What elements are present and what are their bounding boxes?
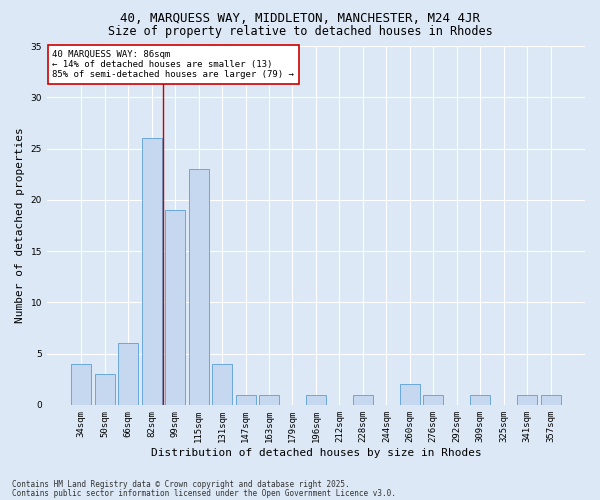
Text: Size of property relative to detached houses in Rhodes: Size of property relative to detached ho… (107, 25, 493, 38)
Bar (142, 138, 162, 405)
Y-axis label: Number of detached properties: Number of detached properties (15, 128, 25, 324)
Text: 40 MARQUESS WAY: 86sqm
← 14% of detached houses are smaller (13)
85% of semi-det: 40 MARQUESS WAY: 86sqm ← 14% of detached… (52, 50, 294, 80)
Bar (236, 394, 256, 405)
Bar (541, 394, 560, 405)
X-axis label: Distribution of detached houses by size in Rhodes: Distribution of detached houses by size … (151, 448, 481, 458)
Bar (118, 344, 138, 405)
Bar (517, 394, 537, 405)
Bar (95, 374, 115, 405)
Bar (353, 394, 373, 405)
Text: Contains HM Land Registry data © Crown copyright and database right 2025.: Contains HM Land Registry data © Crown c… (12, 480, 350, 489)
Bar (188, 169, 209, 405)
Text: 40, MARQUESS WAY, MIDDLETON, MANCHESTER, M24 4JR: 40, MARQUESS WAY, MIDDLETON, MANCHESTER,… (120, 12, 480, 26)
Bar (470, 394, 490, 405)
Bar (423, 394, 443, 405)
Bar (71, 364, 91, 405)
Bar (400, 384, 420, 405)
Bar (212, 364, 232, 405)
Bar (165, 210, 185, 405)
Bar (259, 394, 279, 405)
Bar (306, 394, 326, 405)
Text: Contains public sector information licensed under the Open Government Licence v3: Contains public sector information licen… (12, 488, 396, 498)
